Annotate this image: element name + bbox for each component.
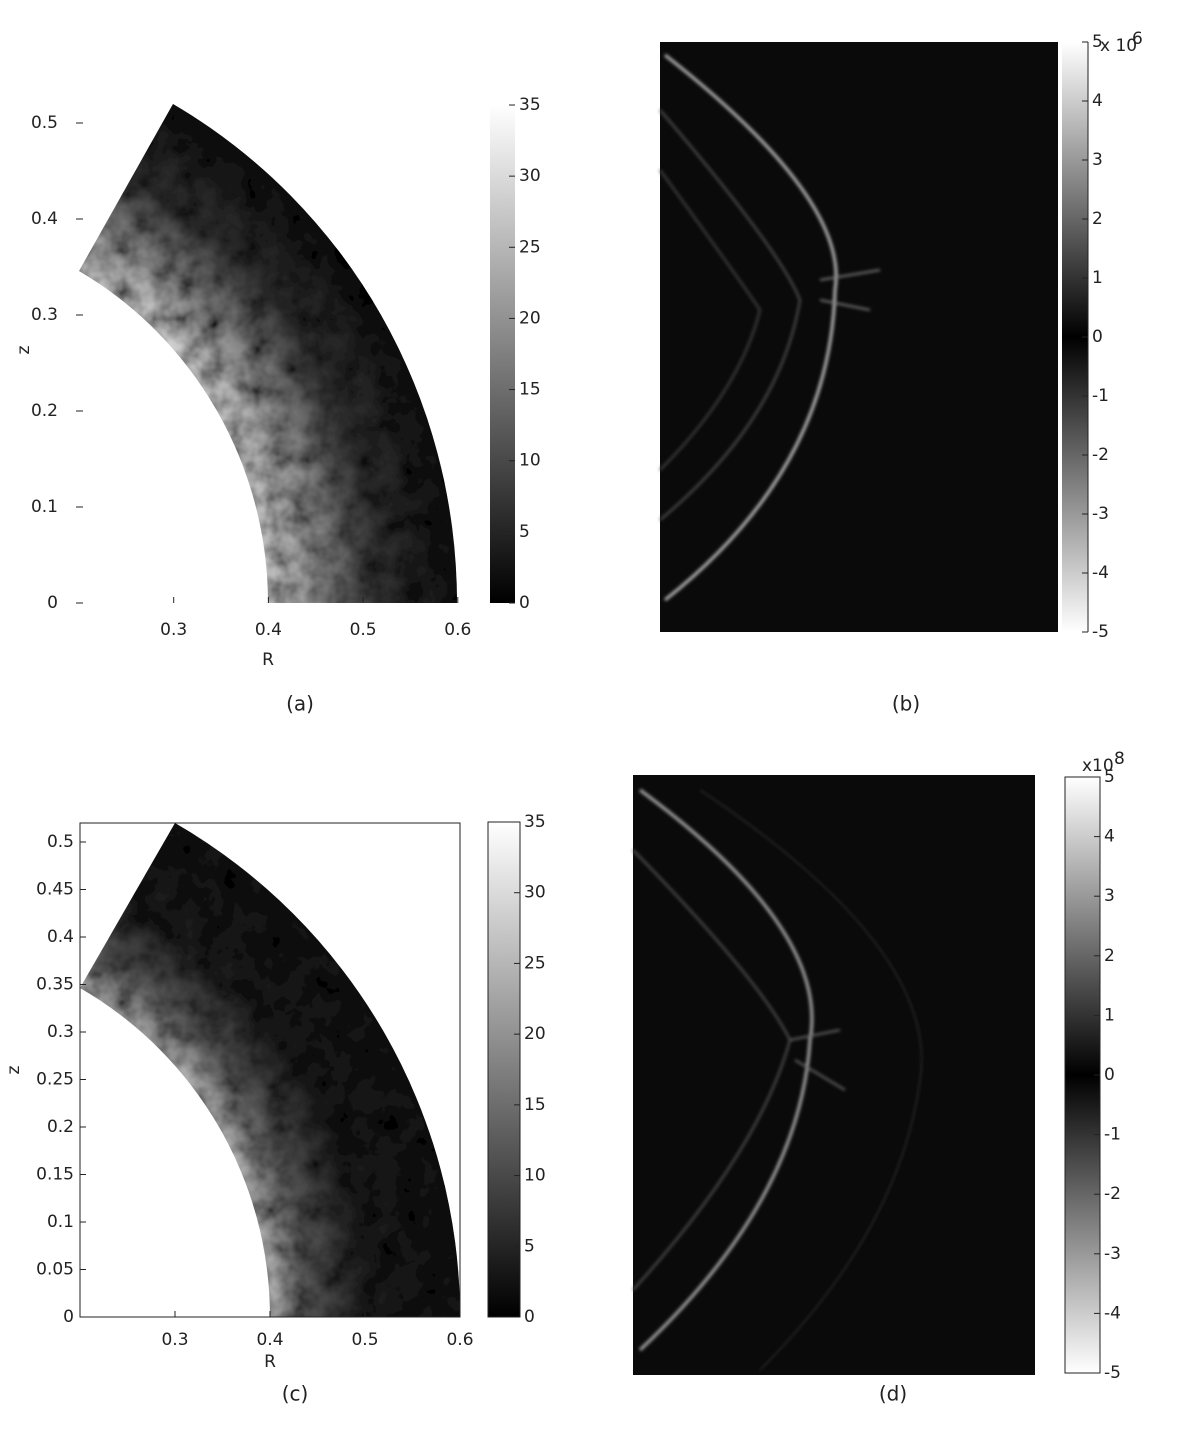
- colorbar-tick-label: 10: [519, 451, 541, 471]
- colorbar-tick-label: -3: [1092, 504, 1109, 524]
- colorbar-tick-label: 35: [519, 95, 541, 115]
- y-tick-label: 0.2: [31, 401, 58, 421]
- wedge-image: [79, 104, 457, 603]
- colorbar-exponent: 8: [1114, 749, 1125, 769]
- colorbar-tick-label: 15: [524, 1095, 546, 1115]
- y-tick-label: 0: [47, 593, 58, 613]
- x-tick-label: 0.3: [160, 620, 187, 640]
- colorbar-tick-label: 15: [519, 380, 541, 400]
- colorbar-tick-label: -3: [1104, 1244, 1121, 1264]
- colorbar-exponent-base: x10: [1082, 756, 1114, 776]
- y-tick-label: 0.4: [47, 927, 74, 947]
- colorbar-tick-label: 0: [1104, 1065, 1115, 1085]
- colorbar-tick-label: 0: [1092, 327, 1103, 347]
- x-tick-label: 0.5: [350, 620, 377, 640]
- colorbar-tick-label: 0: [519, 593, 530, 613]
- colorbar: [487, 821, 521, 1318]
- colorbar-tick-label: 2: [1092, 209, 1103, 229]
- colorbar-tick-label: 4: [1104, 827, 1115, 847]
- colorbar-tick-label: 25: [524, 953, 546, 973]
- x-tick-label: 0.3: [161, 1330, 188, 1350]
- colorbar-exponent-base: x 10: [1100, 36, 1137, 56]
- x-tick-label: 0.5: [351, 1330, 378, 1350]
- y-tick-label: 0.5: [31, 113, 58, 133]
- wedge-image: [80, 823, 461, 1317]
- colorbar-tick-label: 5: [1092, 32, 1103, 52]
- image-features: [632, 788, 923, 1371]
- y-tick-label: 0.3: [47, 1022, 74, 1042]
- colorbar-tick-label: 4: [1092, 91, 1103, 111]
- image-features: [659, 53, 881, 602]
- colorbar-tick-label: 10: [524, 1166, 546, 1186]
- caption: (d): [879, 1382, 907, 1406]
- colorbar-tick-label: -1: [1104, 1125, 1121, 1145]
- y-tick-label: 0.1: [31, 497, 58, 517]
- colorbar-tick-label: 5: [1104, 767, 1115, 787]
- colorbar-tick-label: 20: [519, 308, 541, 328]
- y-tick-label: 0.1: [47, 1212, 74, 1232]
- colorbar-tick-label: -4: [1104, 1303, 1121, 1323]
- colorbar-tick-label: 2: [1104, 946, 1115, 966]
- colorbar-tick-label: -2: [1092, 445, 1109, 465]
- y-tick-label: 0.3: [31, 305, 58, 325]
- x-tick-label: 0.6: [446, 1330, 473, 1350]
- caption: (c): [282, 1382, 309, 1406]
- colorbar-tick-label: 5: [519, 522, 530, 542]
- x-tick-label: 0.4: [255, 620, 282, 640]
- colorbar-tick-label: -2: [1104, 1184, 1121, 1204]
- x-tick-label: 0.6: [444, 620, 471, 640]
- y-tick-label: 0.45: [36, 880, 74, 900]
- colorbar-tick-label: -5: [1104, 1363, 1121, 1383]
- image: [633, 775, 1035, 1375]
- y-tick-label: 0.15: [36, 1165, 74, 1185]
- x-tick-label: 0.4: [256, 1330, 283, 1350]
- y-tick-label: 0.35: [36, 975, 74, 995]
- colorbar-tick-label: -4: [1092, 563, 1109, 583]
- x-axis-label: R: [264, 1352, 276, 1372]
- y-tick-label: 0.5: [47, 832, 74, 852]
- colorbar-tick-label: 0: [524, 1307, 535, 1327]
- x-axis-label: R: [262, 650, 274, 670]
- caption: (b): [892, 692, 920, 716]
- colorbar-tick-label: 3: [1104, 886, 1115, 906]
- colorbar: [490, 105, 515, 603]
- y-tick-label: 0: [63, 1307, 74, 1327]
- caption: (a): [286, 692, 314, 716]
- y-tick-label: 0.05: [36, 1260, 74, 1280]
- y-axis-label: z: [14, 345, 34, 354]
- colorbar-tick-label: -1: [1092, 386, 1109, 406]
- y-tick-label: 0.2: [47, 1117, 74, 1137]
- colorbar-tick-label: -5: [1092, 622, 1109, 642]
- y-tick-label: 0.4: [31, 209, 58, 229]
- colorbar-tick-label: 30: [519, 166, 541, 186]
- colorbar-tick-label: 3: [1092, 150, 1103, 170]
- image: [660, 42, 1058, 632]
- y-axis-label: z: [4, 1065, 24, 1074]
- y-tick-label: 0.25: [36, 1070, 74, 1090]
- colorbar-tick-label: 20: [524, 1024, 546, 1044]
- colorbar-tick-label: 35: [524, 812, 546, 832]
- colorbar-tick-label: 1: [1104, 1005, 1115, 1025]
- colorbar-exponent: 6: [1132, 29, 1143, 49]
- colorbar-tick-label: 1: [1092, 268, 1103, 288]
- colorbar-tick-label: 5: [524, 1236, 535, 1256]
- colorbar-tick-label: 30: [524, 883, 546, 903]
- colorbar-tick-label: 25: [519, 237, 541, 257]
